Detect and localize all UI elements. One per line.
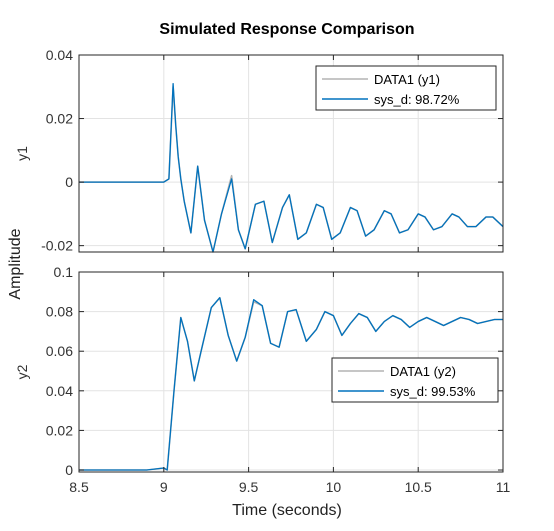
series-line-model [79, 297, 503, 471]
legend-entry: sys_d: 98.72% [374, 92, 460, 107]
x-tick-label: 10.5 [405, 479, 432, 495]
legend-entry: DATA1 (y2) [390, 364, 456, 379]
y-tick-label: 0.1 [54, 264, 74, 280]
y-tick-label: 0.04 [46, 383, 73, 399]
x-tick-label: 11 [496, 479, 511, 495]
legend-box [315, 65, 497, 111]
legend-box [331, 357, 499, 403]
chart-title: Simulated Response Comparison [159, 21, 414, 38]
y-tick-label: -0.02 [41, 238, 73, 254]
plot-frame [78, 271, 504, 473]
y-tick-label: 0.06 [46, 343, 73, 359]
y-tick-label: 0.02 [46, 422, 73, 438]
y-tick-label: 0 [65, 174, 73, 190]
x-tick-label: 10 [326, 479, 342, 495]
legend-entry: sys_d: 99.53% [390, 384, 476, 399]
subplot-y-label: y1 [14, 146, 30, 161]
x-axis-label: Time (seconds) [232, 502, 342, 519]
y-tick-label: 0.04 [46, 47, 73, 63]
legend: DATA1 (y2) sys_d: 99.53% [331, 357, 499, 403]
y-tick-label: 0 [65, 462, 73, 478]
subplot-1: -0.02 0 0.02 0.04 y1 DATA1 (y1) sys_d: 98.72% [14, 47, 504, 254]
x-tick-label: 9.5 [239, 479, 259, 495]
legend: DATA1 (y1) sys_d: 98.72% [315, 65, 497, 111]
y-axis-label: Amplitude [7, 228, 24, 299]
x-tick-label: 8.5 [69, 479, 89, 495]
subplot-2: 0 0.02 0.04 0.06 0.08 0.1 8.5 9 9.5 10 10.5 11 y2 DAT… [14, 264, 510, 495]
plot-frame [78, 54, 504, 253]
series-line-model [79, 82, 504, 253]
y-tick-label: 0.08 [46, 304, 73, 320]
legend-entry: DATA1 (y1) [374, 72, 440, 87]
y-tick-label: 0.02 [46, 111, 73, 127]
x-tick-label: 9 [160, 479, 168, 495]
subplot-y-label: y2 [14, 364, 30, 379]
